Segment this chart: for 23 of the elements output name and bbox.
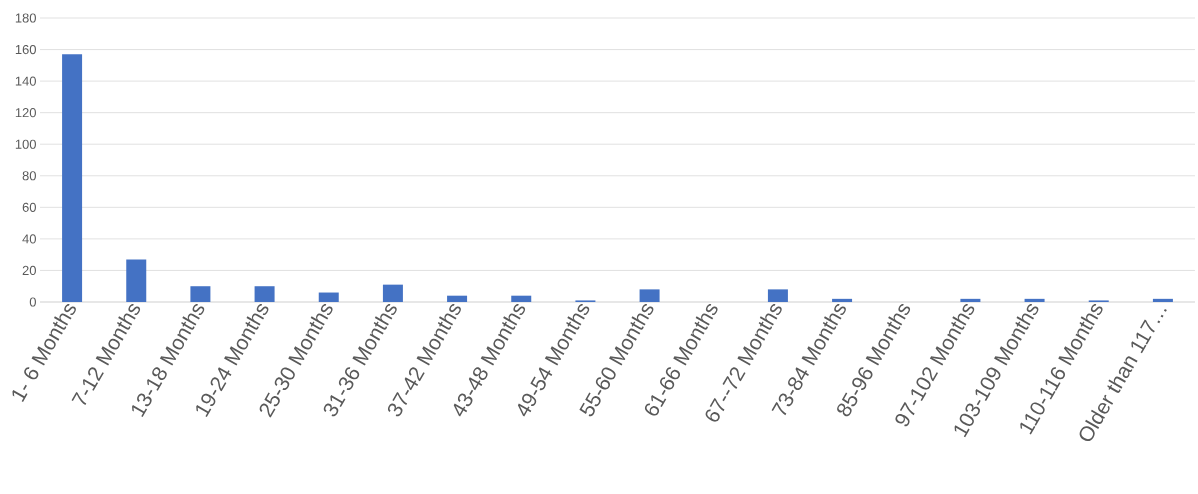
bar (447, 295, 468, 302)
bar (1152, 298, 1173, 302)
bar (382, 284, 403, 302)
bar (832, 298, 853, 302)
y-tick-label: 100 (15, 139, 36, 149)
bar (126, 259, 147, 302)
bar (254, 286, 275, 302)
bar (1024, 298, 1045, 302)
y-tick-label: 180 (15, 13, 36, 23)
y-tick-label: 60 (22, 202, 36, 212)
bar (511, 295, 532, 302)
bar (960, 298, 981, 302)
bar (639, 289, 660, 302)
y-tick-label: 40 (22, 234, 36, 244)
y-tick-label: 20 (22, 265, 36, 276)
y-tick-label: 80 (22, 171, 36, 181)
y-tick-label: 120 (15, 108, 36, 118)
bar (190, 286, 211, 302)
y-tick-label: 140 (15, 76, 36, 86)
y-tick-label: 160 (15, 44, 36, 55)
bar (62, 54, 83, 302)
bar (318, 292, 339, 302)
bar (767, 289, 788, 302)
